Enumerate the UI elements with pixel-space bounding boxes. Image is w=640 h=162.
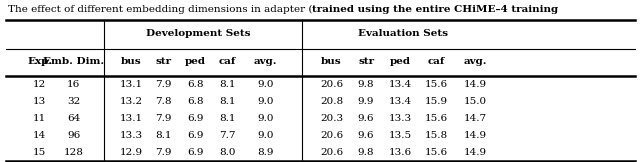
- Text: 9.8: 9.8: [358, 148, 374, 157]
- Text: ped: ped: [390, 58, 411, 66]
- Text: 11: 11: [33, 114, 46, 123]
- Text: 9.0: 9.0: [257, 131, 274, 140]
- Text: 9.0: 9.0: [257, 97, 274, 106]
- Text: 7.9: 7.9: [155, 80, 172, 89]
- Text: avg.: avg.: [463, 58, 486, 66]
- Text: 16: 16: [67, 80, 80, 89]
- Text: 13.2: 13.2: [120, 97, 143, 106]
- Text: 13.4: 13.4: [389, 80, 412, 89]
- Text: 7.9: 7.9: [155, 148, 172, 157]
- Text: 14.9: 14.9: [463, 148, 486, 157]
- Text: 8.1: 8.1: [155, 131, 172, 140]
- Text: 13: 13: [33, 97, 46, 106]
- Text: caf: caf: [428, 58, 445, 66]
- Text: 13.6: 13.6: [389, 148, 412, 157]
- Text: 12.9: 12.9: [120, 148, 143, 157]
- Text: The effect of different embedding dimensions in adapter (: The effect of different embedding dimens…: [8, 5, 312, 14]
- Text: 15.6: 15.6: [425, 80, 448, 89]
- Text: 15.6: 15.6: [425, 148, 448, 157]
- Text: 15.6: 15.6: [425, 114, 448, 123]
- Text: 9.6: 9.6: [358, 114, 374, 123]
- Text: 14.7: 14.7: [463, 114, 486, 123]
- Text: ped: ped: [185, 58, 205, 66]
- Text: 96: 96: [67, 131, 80, 140]
- Text: 6.9: 6.9: [187, 131, 204, 140]
- Text: bus: bus: [321, 58, 342, 66]
- Text: Emb. Dim.: Emb. Dim.: [43, 58, 104, 66]
- Text: 9.0: 9.0: [257, 114, 274, 123]
- Text: 13.1: 13.1: [120, 114, 143, 123]
- Text: str: str: [155, 58, 172, 66]
- Text: 7.8: 7.8: [155, 97, 172, 106]
- Text: 32: 32: [67, 97, 80, 106]
- Text: Evaluation Sets: Evaluation Sets: [358, 29, 448, 38]
- Text: Development Sets: Development Sets: [146, 29, 251, 38]
- Text: 6.8: 6.8: [187, 97, 204, 106]
- Text: 6.8: 6.8: [187, 80, 204, 89]
- Text: 8.1: 8.1: [219, 80, 236, 89]
- Text: 9.8: 9.8: [358, 80, 374, 89]
- Text: 20.6: 20.6: [320, 80, 343, 89]
- Text: 20.6: 20.6: [320, 148, 343, 157]
- Text: 7.9: 7.9: [155, 114, 172, 123]
- Text: 14.9: 14.9: [463, 131, 486, 140]
- Text: 9.0: 9.0: [257, 80, 274, 89]
- Text: 9.9: 9.9: [358, 97, 374, 106]
- Text: 9.6: 9.6: [358, 131, 374, 140]
- Text: 20.3: 20.3: [320, 114, 343, 123]
- Text: 64: 64: [67, 114, 80, 123]
- Text: str: str: [358, 58, 374, 66]
- Text: caf: caf: [219, 58, 236, 66]
- Text: 13.3: 13.3: [120, 131, 143, 140]
- Text: 8.1: 8.1: [219, 114, 236, 123]
- Text: 14: 14: [33, 131, 46, 140]
- Text: 15: 15: [33, 148, 46, 157]
- Text: 14.9: 14.9: [463, 80, 486, 89]
- Text: 13.3: 13.3: [389, 114, 412, 123]
- Text: 20.8: 20.8: [320, 97, 343, 106]
- Text: 7.7: 7.7: [219, 131, 236, 140]
- Text: 8.1: 8.1: [219, 97, 236, 106]
- Text: 8.9: 8.9: [257, 148, 274, 157]
- Text: 12: 12: [33, 80, 46, 89]
- Text: avg.: avg.: [254, 58, 277, 66]
- Text: Exp.: Exp.: [27, 58, 52, 66]
- Text: 128: 128: [63, 148, 84, 157]
- Text: 15.9: 15.9: [425, 97, 448, 106]
- Text: trained using the entire CHiME–4 training: trained using the entire CHiME–4 trainin…: [312, 5, 558, 14]
- Text: 15.0: 15.0: [463, 97, 486, 106]
- Text: 15.8: 15.8: [425, 131, 448, 140]
- Text: 6.9: 6.9: [187, 148, 204, 157]
- Text: 13.1: 13.1: [120, 80, 143, 89]
- Text: 13.5: 13.5: [389, 131, 412, 140]
- Text: 13.4: 13.4: [389, 97, 412, 106]
- Text: 20.6: 20.6: [320, 131, 343, 140]
- Text: bus: bus: [121, 58, 141, 66]
- Text: 6.9: 6.9: [187, 114, 204, 123]
- Text: 8.0: 8.0: [219, 148, 236, 157]
